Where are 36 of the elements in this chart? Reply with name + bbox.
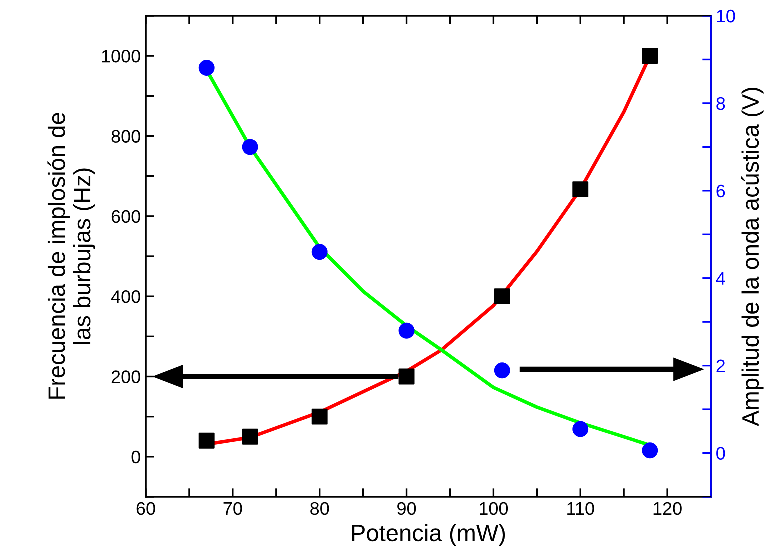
point bbox=[398, 322, 415, 339]
point bbox=[242, 428, 258, 445]
y2-tick-label: 10 bbox=[717, 10, 736, 23]
y-tick-label: 1000 bbox=[102, 50, 140, 63]
point bbox=[198, 432, 215, 449]
point bbox=[398, 368, 415, 385]
point bbox=[312, 408, 328, 425]
y2-tick-label: 2 bbox=[716, 360, 725, 372]
point bbox=[642, 48, 658, 64]
point bbox=[312, 244, 328, 260]
y-tick-label: 0 bbox=[132, 450, 140, 464]
point bbox=[494, 362, 510, 379]
y2-axis-title: Amplitud de la onda acústica (V) bbox=[742, 88, 764, 426]
x-tick-label: 110 bbox=[568, 502, 594, 516]
y-tick-label: 600 bbox=[112, 210, 140, 224]
point bbox=[642, 442, 658, 459]
point bbox=[572, 421, 589, 438]
y2-tick-label: 4 bbox=[716, 272, 726, 285]
x-tick-label: 60 bbox=[136, 502, 156, 516]
y-axis-title: Frecuencia de implosión de las burbujas (Hz) bbox=[48, 113, 96, 399]
x-axis-title: Potencia (mW) bbox=[352, 524, 506, 546]
x-tick-label: 120 bbox=[654, 502, 682, 516]
x-tick-label: 80 bbox=[310, 502, 330, 516]
point bbox=[572, 182, 589, 198]
x-tick-label: 70 bbox=[224, 502, 242, 516]
point bbox=[198, 60, 215, 76]
y-tick-label: 800 bbox=[112, 130, 140, 143]
x-tick-label: 100 bbox=[480, 502, 508, 516]
y2-tick-label: 8 bbox=[716, 97, 726, 110]
y2-tick-label: 6 bbox=[716, 184, 726, 198]
y2-tick-label: 0 bbox=[716, 447, 726, 460]
x-tick-label: 90 bbox=[398, 502, 416, 516]
point bbox=[494, 288, 510, 305]
point bbox=[242, 139, 258, 156]
y-tick-label: 200 bbox=[112, 370, 140, 384]
y-tick-label: 400 bbox=[111, 290, 140, 304]
